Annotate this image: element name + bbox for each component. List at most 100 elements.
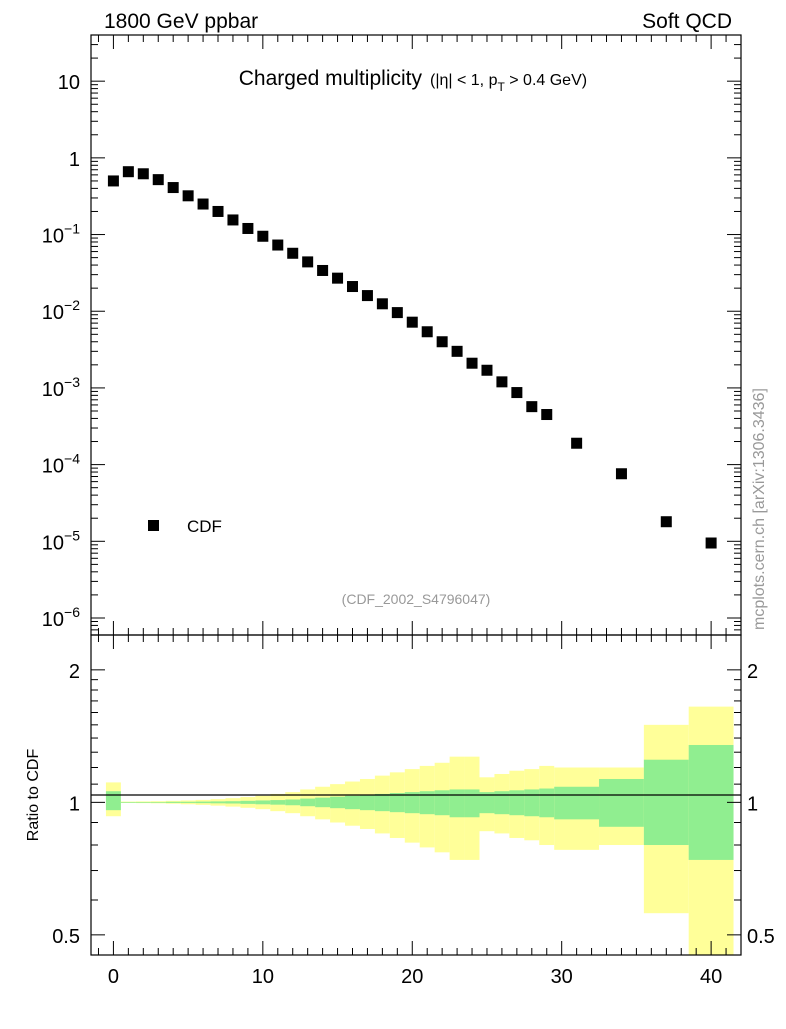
stat-uncertainty-band [419,791,435,815]
data-point [496,376,508,388]
watermark: mcplots.cern.ch [arXiv:1306.3436] [751,388,768,630]
data-point [436,336,448,348]
stat-uncertainty-band [135,801,151,803]
y-tick-label: 1 [69,149,80,171]
data-point [346,281,358,293]
y-tick-label: 10−3 [42,374,80,401]
stat-uncertainty-band [494,791,510,815]
data-point [227,214,239,226]
data-point [541,409,553,421]
stat-uncertainty-band [165,801,181,803]
stat-uncertainty-band [688,744,734,860]
plot-title: Charged multiplicity [239,67,423,90]
stat-uncertainty-band [270,800,286,805]
stat-uncertainty-band [285,799,301,806]
ratio-frame [90,634,742,956]
stat-uncertainty-band [539,788,555,818]
stat-uncertainty-band [449,789,465,818]
data-point [511,387,523,399]
data-point [361,290,373,302]
data-point [317,264,329,276]
x-tick-label: 30 [551,966,573,988]
stat-uncertainty-band [150,801,166,803]
data-point [107,175,119,187]
data-point [451,345,463,357]
legend-marker [148,520,159,531]
ratio-y-tick-label-left: 2 [69,661,80,683]
data-point [197,198,209,210]
stat-uncertainty-band [120,801,136,803]
data-point [272,239,284,251]
stat-uncertainty-band [210,801,226,804]
main-panel: 10 1 10−1 10−2 10−3 10−4 10−5 10−6 Charged mult… [42,34,742,636]
main-frame [90,34,742,636]
stat-uncertainty-band [105,791,121,811]
y-tick-label: 10−5 [42,527,80,554]
data-point [137,168,149,180]
data-point [376,298,388,310]
reference-label: (CDF_2002_S4796047) [342,591,491,607]
x-tick-label: 20 [401,966,423,988]
data-point [571,437,583,449]
data-point [391,307,403,319]
stat-uncertainty-band [509,790,525,816]
data-point [615,468,627,480]
stat-uncertainty-band [554,786,600,820]
stat-uncertainty-band [374,793,390,812]
stat-uncertainty-band [240,800,256,804]
category-label: Soft QCD [642,10,732,33]
y-tick-label: 10 [58,72,80,94]
stat-uncertainty-band [330,796,346,809]
ratio-y-tick-label-right: 0.5 [747,926,775,948]
data-point [332,272,344,284]
main-axis-ticks: 10 1 10−1 10−2 10−3 10−4 10−5 10−6 [42,34,741,636]
stat-uncertainty-band [434,790,450,816]
data-point [257,230,269,242]
data-point [466,357,478,369]
data-point [705,537,717,549]
data-point [406,316,418,328]
plot-title-cuts: (|η| < 1, pT > 0.4 GeV) [430,72,587,94]
ratio-axis-label: Ratio to CDF [25,749,42,842]
data-point [242,222,254,234]
stat-uncertainty-band [195,801,211,804]
ratio-axis-ticks: 2 2 1 1 0.5 0.5 0 10 20 30 40 [52,635,775,988]
y-tick-label: 10−2 [42,297,80,324]
ratio-y-tick-label-right: 2 [747,661,758,683]
stat-uncertainty-band [255,800,271,805]
data-point [526,401,538,413]
stat-uncertainty-band [404,792,420,814]
x-tick-label: 0 [108,966,119,988]
data-point [122,166,134,178]
stat-uncertainty-band [524,789,540,817]
y-tick-label: 10−1 [42,221,80,248]
energy-label: 1800 GeV ppbar [104,10,258,33]
stat-uncertainty-band [315,797,331,808]
data-point [152,174,164,186]
ratio-y-tick-label-left: 0.5 [52,926,80,948]
ratio-y-tick-label-right: 1 [747,793,758,815]
stat-uncertainty-band [345,795,360,810]
stat-uncertainty-band [599,778,644,827]
ratio-panel: 2 2 1 1 0.5 0.5 0 10 20 30 40 Ratio to CDF [25,634,775,988]
stat-uncertainty-band [300,798,316,807]
y-tick-label: 10−4 [42,451,80,478]
data-point [421,326,433,338]
stat-uncertainty-band [359,794,375,811]
ratio-y-tick-label-left: 1 [69,793,80,815]
data-point [302,256,314,268]
legend-label: CDF [187,517,222,536]
stat-uncertainty-band [180,801,196,803]
data-point [660,516,672,528]
stat-uncertainty-band [225,801,241,804]
x-tick-label: 40 [700,966,722,988]
data-point [287,247,299,259]
stat-uncertainty-band [389,793,405,813]
x-tick-label: 10 [252,966,274,988]
ratio-bands [105,706,734,955]
data-point [481,364,493,376]
data-point [182,190,194,202]
stat-uncertainty-band [643,759,689,846]
data-point [167,182,179,194]
